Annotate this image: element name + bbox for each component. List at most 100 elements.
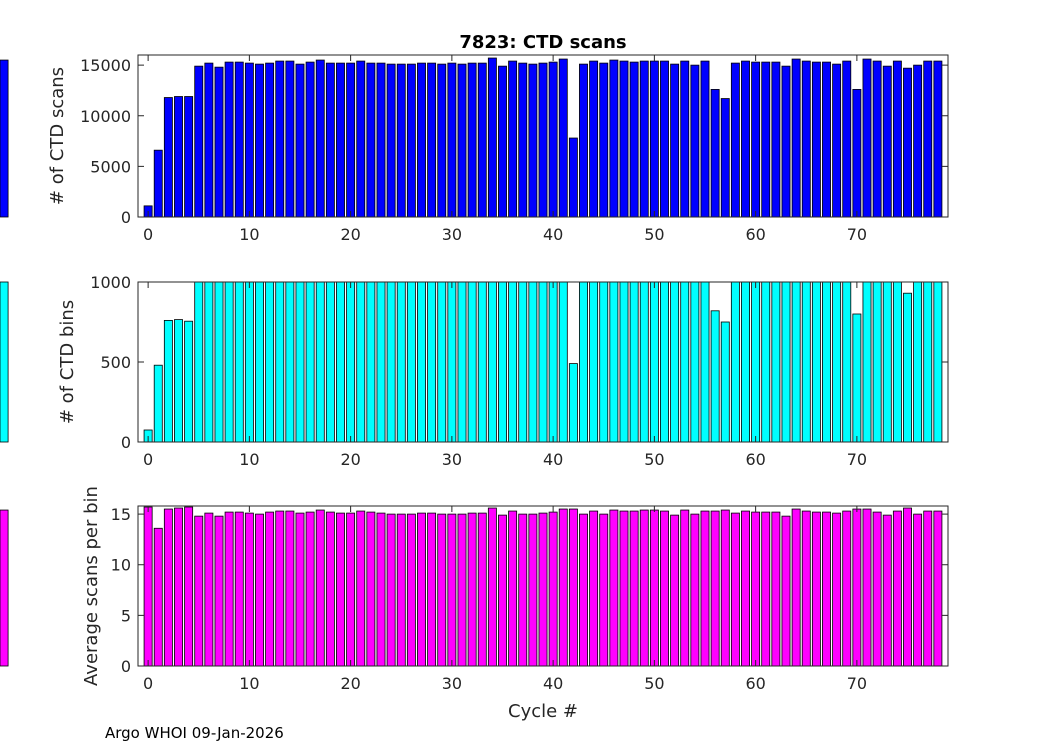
bar	[427, 281, 437, 443]
bar	[417, 281, 426, 443]
bar	[568, 137, 578, 218]
bar	[153, 149, 163, 218]
bar	[660, 60, 669, 218]
bar	[639, 60, 649, 218]
bar	[487, 57, 497, 218]
bar	[842, 510, 852, 667]
x-tick-label: 30	[442, 450, 462, 469]
bar	[204, 281, 214, 443]
x-tick-label: 30	[442, 225, 462, 244]
bar	[477, 62, 487, 218]
bar	[528, 513, 538, 667]
bar	[538, 281, 548, 443]
x-tick-label: 60	[745, 225, 765, 244]
bar	[265, 511, 275, 667]
bar	[690, 281, 700, 443]
bar	[791, 58, 801, 218]
bar	[204, 512, 214, 667]
bar	[214, 515, 224, 667]
bar	[457, 281, 467, 443]
bar	[518, 62, 528, 218]
bar	[356, 510, 366, 667]
bar	[285, 60, 295, 218]
bar	[579, 281, 588, 443]
bar	[538, 512, 548, 667]
bar	[589, 510, 599, 667]
bar	[639, 281, 649, 443]
bar	[842, 281, 852, 443]
bar	[751, 511, 761, 667]
bar	[528, 281, 538, 443]
bar	[599, 281, 609, 443]
bar	[872, 281, 882, 443]
bar	[194, 515, 204, 667]
bar	[619, 60, 629, 218]
bar	[467, 512, 477, 667]
bar	[771, 511, 781, 667]
x-tick-label: 50	[644, 225, 664, 244]
bar	[376, 62, 386, 218]
x-tick-label: 40	[543, 674, 563, 693]
bar	[356, 281, 366, 443]
bar	[487, 507, 497, 667]
bar	[376, 281, 386, 443]
bar	[336, 281, 345, 443]
bar	[477, 281, 487, 443]
bar	[406, 63, 416, 218]
bar	[761, 281, 771, 443]
bar	[244, 62, 254, 218]
bar	[336, 62, 345, 218]
bar	[265, 281, 275, 443]
x-tick-label: 40	[543, 225, 563, 244]
bar	[882, 65, 892, 218]
bar	[325, 281, 335, 443]
bar	[629, 281, 639, 443]
bar	[376, 512, 386, 667]
bar	[741, 60, 750, 218]
bar	[842, 60, 852, 218]
bar	[568, 363, 578, 443]
y-tick-label: 15000	[80, 56, 131, 75]
bar	[619, 510, 629, 667]
bar	[882, 281, 892, 443]
bar	[498, 514, 507, 667]
x-tick-label: 10	[239, 450, 259, 469]
y-tick-label: 0	[121, 433, 131, 452]
bar	[336, 512, 345, 667]
bar	[417, 512, 426, 667]
bar	[174, 96, 183, 218]
bar	[801, 281, 811, 443]
bar	[315, 281, 325, 443]
bar	[680, 509, 690, 667]
bar	[923, 281, 933, 443]
x-tick-label: 60	[745, 450, 765, 469]
x-tick-label: 60	[745, 674, 765, 693]
bar	[0, 281, 9, 443]
bar	[265, 62, 275, 218]
bar	[406, 513, 416, 667]
x-tick-label: 0	[143, 450, 153, 469]
bar	[396, 281, 406, 443]
bar	[568, 508, 578, 667]
bar	[700, 510, 710, 667]
y-tick-label: 10000	[80, 107, 131, 126]
bar	[0, 59, 9, 218]
bar	[761, 511, 771, 667]
bar	[730, 281, 740, 443]
bar	[346, 281, 356, 443]
bar	[801, 60, 811, 218]
bar	[447, 62, 457, 218]
bar	[396, 63, 406, 218]
bar	[710, 510, 720, 667]
bar	[305, 511, 315, 667]
x-tick-label: 50	[644, 450, 664, 469]
bar	[781, 515, 791, 667]
bar	[822, 511, 831, 667]
bar	[255, 63, 264, 218]
bar	[295, 63, 305, 218]
y-axis-label: # of CTD bins	[57, 300, 78, 424]
bar	[660, 281, 669, 443]
bar	[204, 62, 214, 218]
bar	[184, 320, 194, 443]
bar	[285, 510, 295, 667]
